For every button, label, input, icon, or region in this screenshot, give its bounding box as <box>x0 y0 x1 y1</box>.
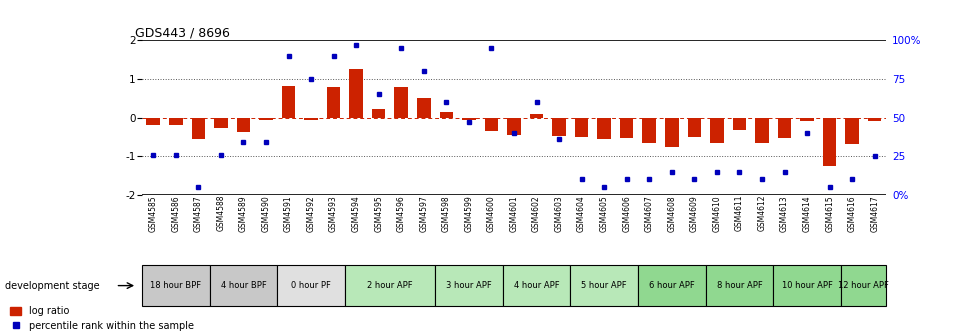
Text: 4 hour APF: 4 hour APF <box>513 281 558 290</box>
Bar <box>705 265 773 306</box>
Bar <box>484 118 498 131</box>
Bar <box>754 118 768 143</box>
Bar <box>642 118 655 143</box>
Bar <box>845 118 858 144</box>
Text: GSM4586: GSM4586 <box>171 195 180 232</box>
Text: GSM4594: GSM4594 <box>351 195 360 232</box>
Text: 3 hour APF: 3 hour APF <box>446 281 491 290</box>
Bar <box>574 118 588 137</box>
Bar <box>709 118 723 143</box>
Text: GSM4591: GSM4591 <box>284 195 292 232</box>
Bar <box>372 109 385 118</box>
Text: GSM4596: GSM4596 <box>396 195 405 232</box>
Bar <box>327 87 340 118</box>
Text: GSM4617: GSM4617 <box>869 195 878 232</box>
Text: GSM4611: GSM4611 <box>734 195 743 232</box>
Text: 18 hour BPF: 18 hour BPF <box>150 281 201 290</box>
Bar <box>638 265 705 306</box>
Bar <box>840 265 885 306</box>
Bar <box>259 118 273 120</box>
Text: GSM4606: GSM4606 <box>622 195 631 232</box>
Bar <box>439 112 453 118</box>
Bar <box>304 118 318 120</box>
Bar <box>142 265 209 306</box>
Text: 6 hour APF: 6 hour APF <box>648 281 694 290</box>
Bar <box>502 265 570 306</box>
Bar <box>147 118 159 125</box>
Text: GSM4589: GSM4589 <box>239 195 247 232</box>
Text: GSM4592: GSM4592 <box>306 195 315 232</box>
Text: GSM4585: GSM4585 <box>149 195 157 232</box>
Bar <box>462 118 475 120</box>
Bar <box>570 265 638 306</box>
Text: GSM4595: GSM4595 <box>374 195 382 232</box>
Text: GSM4588: GSM4588 <box>216 195 225 232</box>
Text: GSM4593: GSM4593 <box>329 195 337 232</box>
Bar <box>344 265 434 306</box>
Text: GSM4612: GSM4612 <box>757 195 766 232</box>
Text: GSM4613: GSM4613 <box>779 195 788 232</box>
Bar <box>277 265 344 306</box>
Bar <box>777 118 790 138</box>
Text: 10 hour APF: 10 hour APF <box>780 281 831 290</box>
Bar <box>282 86 295 118</box>
Text: GSM4602: GSM4602 <box>531 195 541 232</box>
Text: GSM4603: GSM4603 <box>554 195 563 232</box>
Text: GSM4590: GSM4590 <box>261 195 270 232</box>
Bar <box>664 118 678 146</box>
Text: GSM4601: GSM4601 <box>509 195 518 232</box>
Bar <box>237 118 250 132</box>
Text: GSM4600: GSM4600 <box>486 195 496 232</box>
Bar <box>867 118 880 121</box>
Bar <box>507 118 520 135</box>
Text: 5 hour APF: 5 hour APF <box>581 281 626 290</box>
Text: 8 hour APF: 8 hour APF <box>716 281 762 290</box>
Bar <box>732 118 745 130</box>
Bar <box>529 114 543 118</box>
Bar <box>597 118 610 139</box>
Text: GSM4615: GSM4615 <box>824 195 833 232</box>
Text: GSM4587: GSM4587 <box>194 195 202 232</box>
Text: 2 hour APF: 2 hour APF <box>367 281 413 290</box>
Bar <box>619 118 633 138</box>
Bar <box>552 118 565 136</box>
Text: GSM4608: GSM4608 <box>667 195 676 232</box>
Text: GSM4599: GSM4599 <box>464 195 473 232</box>
Text: 12 hour APF: 12 hour APF <box>837 281 888 290</box>
Text: development stage: development stage <box>5 281 100 291</box>
Bar <box>822 118 835 166</box>
Bar <box>214 118 228 128</box>
Bar <box>687 118 700 137</box>
Text: 0 hour PF: 0 hour PF <box>290 281 331 290</box>
Bar <box>169 118 182 125</box>
Bar <box>349 69 363 118</box>
Text: GSM4604: GSM4604 <box>576 195 586 232</box>
Bar <box>417 98 430 118</box>
Bar <box>394 87 408 118</box>
Text: GSM4605: GSM4605 <box>600 195 608 232</box>
Text: GDS443 / 8696: GDS443 / 8696 <box>134 26 229 39</box>
Text: GSM4616: GSM4616 <box>847 195 856 232</box>
Bar <box>192 118 204 139</box>
Bar <box>799 118 813 121</box>
Text: GSM4614: GSM4614 <box>802 195 811 232</box>
Text: GSM4598: GSM4598 <box>441 195 451 232</box>
Text: GSM4607: GSM4607 <box>645 195 653 232</box>
Bar <box>773 265 840 306</box>
Text: GSM4609: GSM4609 <box>689 195 698 232</box>
Text: 4 hour BPF: 4 hour BPF <box>220 281 266 290</box>
Bar <box>209 265 277 306</box>
Bar <box>434 265 502 306</box>
Legend: log ratio, percentile rank within the sample: log ratio, percentile rank within the sa… <box>10 306 194 331</box>
Text: GSM4597: GSM4597 <box>419 195 427 232</box>
Text: GSM4610: GSM4610 <box>712 195 721 232</box>
